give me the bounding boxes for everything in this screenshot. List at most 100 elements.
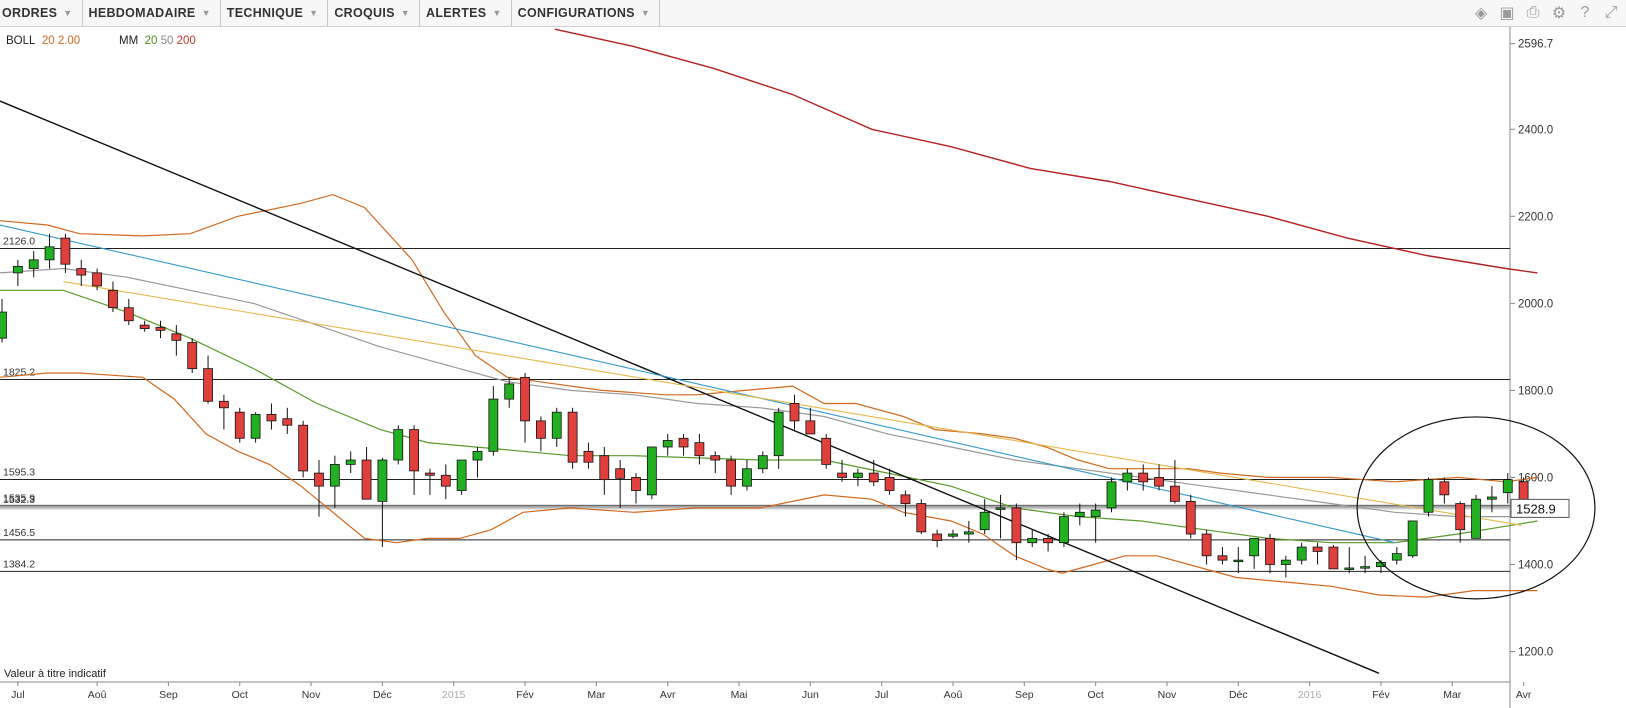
print-icon[interactable]: ⎙ [1526,4,1540,21]
candle-down [139,324,150,330]
legend-boll-label: BOLL [6,35,36,47]
candle-up [757,455,768,470]
candle-up [646,446,657,496]
candle-up [1233,559,1244,563]
candle-down [361,459,372,500]
x-tick-label: 2015 [442,689,466,701]
candle-down [108,289,118,309]
image-icon[interactable]: ▣ [1499,5,1515,22]
bollinger-lower-line [0,372,1538,598]
menu-croquis[interactable]: CROQUIS ▼ [328,0,420,26]
menu-ordres[interactable]: ORDRES ▼ [0,0,83,26]
candle-down [171,333,182,341]
candle-down [916,503,927,533]
candle-down [821,437,832,465]
x-tick-label: Déc [373,689,392,701]
fullscreen-icon[interactable]: ⤢ [1604,4,1618,21]
candle-up [853,472,863,478]
candle-down [884,477,895,491]
x-tick-label: 2016 [1298,689,1322,701]
horizontal-level-label: 1535.9 [3,492,35,504]
candle-down [805,420,816,435]
candle-up [995,507,1006,510]
candle-down [218,400,229,409]
candle-down [425,472,435,476]
candle-down [583,450,594,463]
menu-technique[interactable]: TECHNIQUE ▼ [221,0,329,26]
candle-down [266,413,277,422]
x-tick-label: Fév [1372,689,1390,701]
candle-up [1280,559,1291,565]
help-icon[interactable]: ? [1580,4,1590,21]
y-tick-label: 2200.0 [1518,211,1553,223]
candle-down [1265,537,1275,565]
candle-up [12,265,23,274]
candle-down [1138,472,1149,483]
legend-bollinger[interactable]: BOLL 20 2.00 [6,35,81,47]
candle-down [789,403,800,422]
candlestick-chart[interactable]: 1200.01400.01600.01800.02000.02200.02400… [0,27,1626,708]
menu-configurations[interactable]: CONFIGURATIONS ▼ [512,0,661,26]
candle-up [1074,511,1085,518]
x-tick-label: Jul [875,689,888,701]
candle-down [234,411,245,439]
candle-down [92,272,102,287]
candle-down [76,268,87,276]
gear-icon[interactable]: ⚙ [1551,5,1567,22]
legend-boll-dev: 2.00 [57,35,81,47]
candle-up [1106,481,1117,509]
candle-up [1027,537,1038,544]
legend-moving-averages[interactable]: MM 20 50 200 [119,35,196,47]
x-tick-label: Aoû [944,689,963,701]
candle-down [1328,546,1339,570]
candle-up [377,459,388,502]
x-tick-label: Avr [660,689,676,701]
chevron-down-icon: ▼ [640,8,651,18]
candle-up [773,411,784,457]
y-tick-label: 1800.0 [1518,385,1553,397]
candle-up [1249,537,1260,557]
candle-down [155,326,166,331]
candle-down [298,424,309,472]
horizontal-level-label: 1384.2 [3,558,35,570]
trendline-black [0,100,1380,674]
candle-up [1122,472,1133,483]
candle-down [631,477,641,491]
candle-up [28,259,39,269]
annotation-ellipse [1356,416,1596,600]
x-tick-label: Mar [1443,689,1462,701]
x-tick-label: Sep [159,689,178,701]
candle-down [678,437,689,448]
candle-down [1201,533,1212,557]
candle-down [1455,503,1466,531]
menu-hebdomadaire[interactable]: HEBDOMADAIRE ▼ [83,0,221,26]
candle-down [1217,555,1228,561]
candle-down [440,474,451,487]
ma200-line [554,28,1538,274]
menu-alertes[interactable]: ALERTES ▼ [420,0,512,26]
candle-down [314,472,324,487]
x-tick-label: Déc [1229,689,1248,701]
candle-down [536,420,546,439]
menu-configurations-label: CONFIGURATIONS [517,6,635,20]
layers-icon[interactable]: ◈ [1474,5,1488,22]
chevron-down-icon: ▼ [201,8,211,18]
candle-down [1439,481,1450,496]
toolbar-icons: ◈ ▣ ⎙ ⚙ ? ⤢ [1472,0,1620,26]
candle-up [1423,479,1434,513]
candle-up [742,468,752,487]
candle-down [1312,546,1323,552]
candle-up [488,398,499,452]
candle-down [1011,507,1022,544]
candle-down [726,459,736,487]
candle-down [1170,485,1180,502]
candle-up [979,511,990,531]
candle-down [694,442,705,457]
candle-down [615,468,626,479]
legend-mm-label: MM [119,35,139,47]
y-tick-label: 2000.0 [1518,298,1553,310]
candle-down [1043,537,1053,544]
y-tick-label: 2596.7 [1518,39,1553,51]
candle-down [900,494,911,504]
candle-down [1185,500,1196,535]
